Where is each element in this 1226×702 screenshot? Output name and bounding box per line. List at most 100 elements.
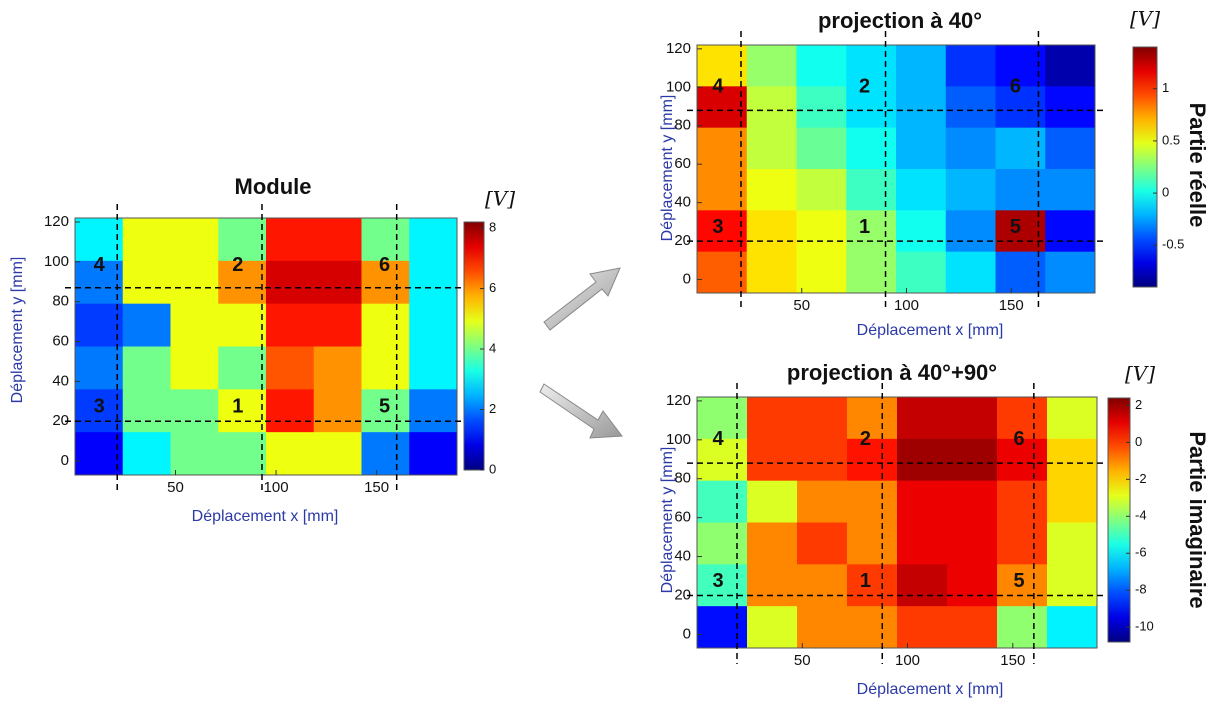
- heatmap-cell: [361, 389, 410, 433]
- heatmap-cell: [746, 127, 797, 170]
- x-tick-label: 100: [264, 479, 289, 496]
- heatmap-cell: [170, 389, 219, 433]
- heatmap-cell: [896, 86, 947, 129]
- heatmap-cell: [697, 606, 748, 649]
- heatmap-cell: [846, 45, 897, 87]
- y-tick-label: 100: [44, 253, 69, 270]
- y-axis-label: Déplacement y [mm]: [9, 257, 26, 404]
- heatmap-cell: [896, 251, 947, 294]
- y-tick-label: 100: [666, 78, 691, 95]
- point-label: 5: [379, 396, 390, 418]
- x-tick-label: 50: [167, 479, 184, 496]
- heatmap-cell: [409, 303, 458, 347]
- y-tick-label: 120: [666, 40, 691, 57]
- heatmap-cell: [997, 522, 1048, 565]
- y-tick-label: 80: [674, 470, 691, 487]
- heatmap-cell: [1047, 397, 1098, 440]
- heatmap-cell: [945, 210, 996, 253]
- heatmap-cell: [796, 210, 847, 253]
- heatmap-cell: [697, 86, 748, 129]
- x-tick-label: 150: [1000, 652, 1025, 669]
- heatmap-cell: [797, 564, 848, 607]
- x-tick-label: 150: [999, 297, 1024, 314]
- heatmap-cell: [409, 260, 458, 305]
- colorbar-tick-label: 0: [1135, 434, 1142, 449]
- heatmap-cell: [1047, 522, 1098, 565]
- colorbar: [1107, 397, 1131, 643]
- heatmap-cell: [361, 346, 410, 390]
- heatmap-cell: [947, 397, 998, 440]
- colorbar-tick-label: -8: [1135, 582, 1147, 597]
- heatmap-cell: [995, 127, 1046, 170]
- heatmap-cell: [997, 397, 1048, 440]
- heatmap-cell: [995, 169, 1046, 211]
- heatmap-cell: [170, 346, 219, 390]
- heatmap-cell: [896, 210, 947, 253]
- heatmap-cell: [361, 260, 410, 305]
- heatmap-cell: [1045, 127, 1096, 170]
- heatmap-cell: [797, 522, 848, 565]
- heatmap-cell: [361, 218, 410, 262]
- heatmap-cell: [947, 438, 998, 482]
- point-label: 6: [1010, 76, 1021, 98]
- heatmap-cell: [747, 564, 798, 607]
- heatmap-cell: [997, 438, 1048, 482]
- arrow-up: [543, 267, 621, 331]
- heatmap-cell: [75, 303, 124, 347]
- heatmap-cell: [797, 480, 848, 523]
- heatmap-cell: [409, 432, 458, 476]
- y-tick-label: 120: [666, 392, 691, 409]
- point-label: 6: [379, 254, 390, 276]
- heatmap-cell: [313, 389, 362, 433]
- y-tick-label: 80: [674, 117, 691, 134]
- heatmap-cell: [170, 432, 219, 476]
- heatmap-cell: [945, 45, 996, 87]
- heatmap-cell: [697, 127, 748, 170]
- colorbar: [463, 221, 485, 471]
- colorbar-tick-label: 4: [489, 340, 496, 355]
- colorbar-tick-label: 2: [489, 401, 496, 416]
- colorbar-tick-label: 6: [489, 280, 496, 295]
- heatmap-cell: [1045, 86, 1096, 129]
- y-tick-label: 60: [674, 155, 691, 172]
- heatmap-cell: [797, 606, 848, 649]
- point-label: 4: [712, 76, 724, 98]
- heatmap-cell: [75, 346, 124, 390]
- heatmap-cell: [997, 480, 1048, 523]
- heatmap-cell: [747, 606, 798, 649]
- plot-frame: [696, 44, 1096, 294]
- heatmap-cell: [313, 303, 362, 347]
- y-tick-label: 60: [52, 332, 69, 349]
- colorbar-tick-label: -2: [1135, 471, 1147, 486]
- y-tick-label: 0: [61, 452, 69, 469]
- heatmap-cell: [945, 169, 996, 211]
- heatmap-cell: [266, 260, 315, 305]
- heatmap-cell: [1045, 45, 1096, 87]
- y-tick-label: 80: [52, 293, 69, 310]
- chart-title: projection à 40°: [818, 8, 982, 33]
- heatmap-cell: [1047, 480, 1098, 523]
- point-label: 5: [1014, 570, 1025, 592]
- colorbar: [1132, 46, 1158, 288]
- x-tick-label: 150: [364, 479, 389, 496]
- heatmap-cell: [897, 438, 948, 482]
- heatmap-cell: [746, 45, 797, 87]
- heatmap-cell: [122, 260, 171, 305]
- heatmap-cell: [313, 346, 362, 390]
- y-tick-label: 0: [683, 271, 691, 288]
- point-label: 2: [859, 76, 870, 98]
- heatmap-cell: [997, 606, 1048, 649]
- y-tick-label: 20: [674, 232, 691, 249]
- y-axis-label: Déplacement y [mm]: [659, 447, 676, 594]
- colorbar-tick-label: 8: [489, 219, 496, 234]
- point-label: 2: [232, 254, 243, 276]
- heatmap-cell: [170, 218, 219, 262]
- heatmap-cell: [75, 432, 124, 476]
- y-tick-label: 20: [52, 412, 69, 429]
- heatmap-cell: [266, 218, 315, 262]
- y-tick-label: 0: [683, 625, 691, 642]
- heatmap-cell: [218, 432, 267, 476]
- heatmap-cell: [122, 218, 171, 262]
- chart-title: Module: [235, 174, 312, 199]
- heatmap-cell: [897, 564, 948, 607]
